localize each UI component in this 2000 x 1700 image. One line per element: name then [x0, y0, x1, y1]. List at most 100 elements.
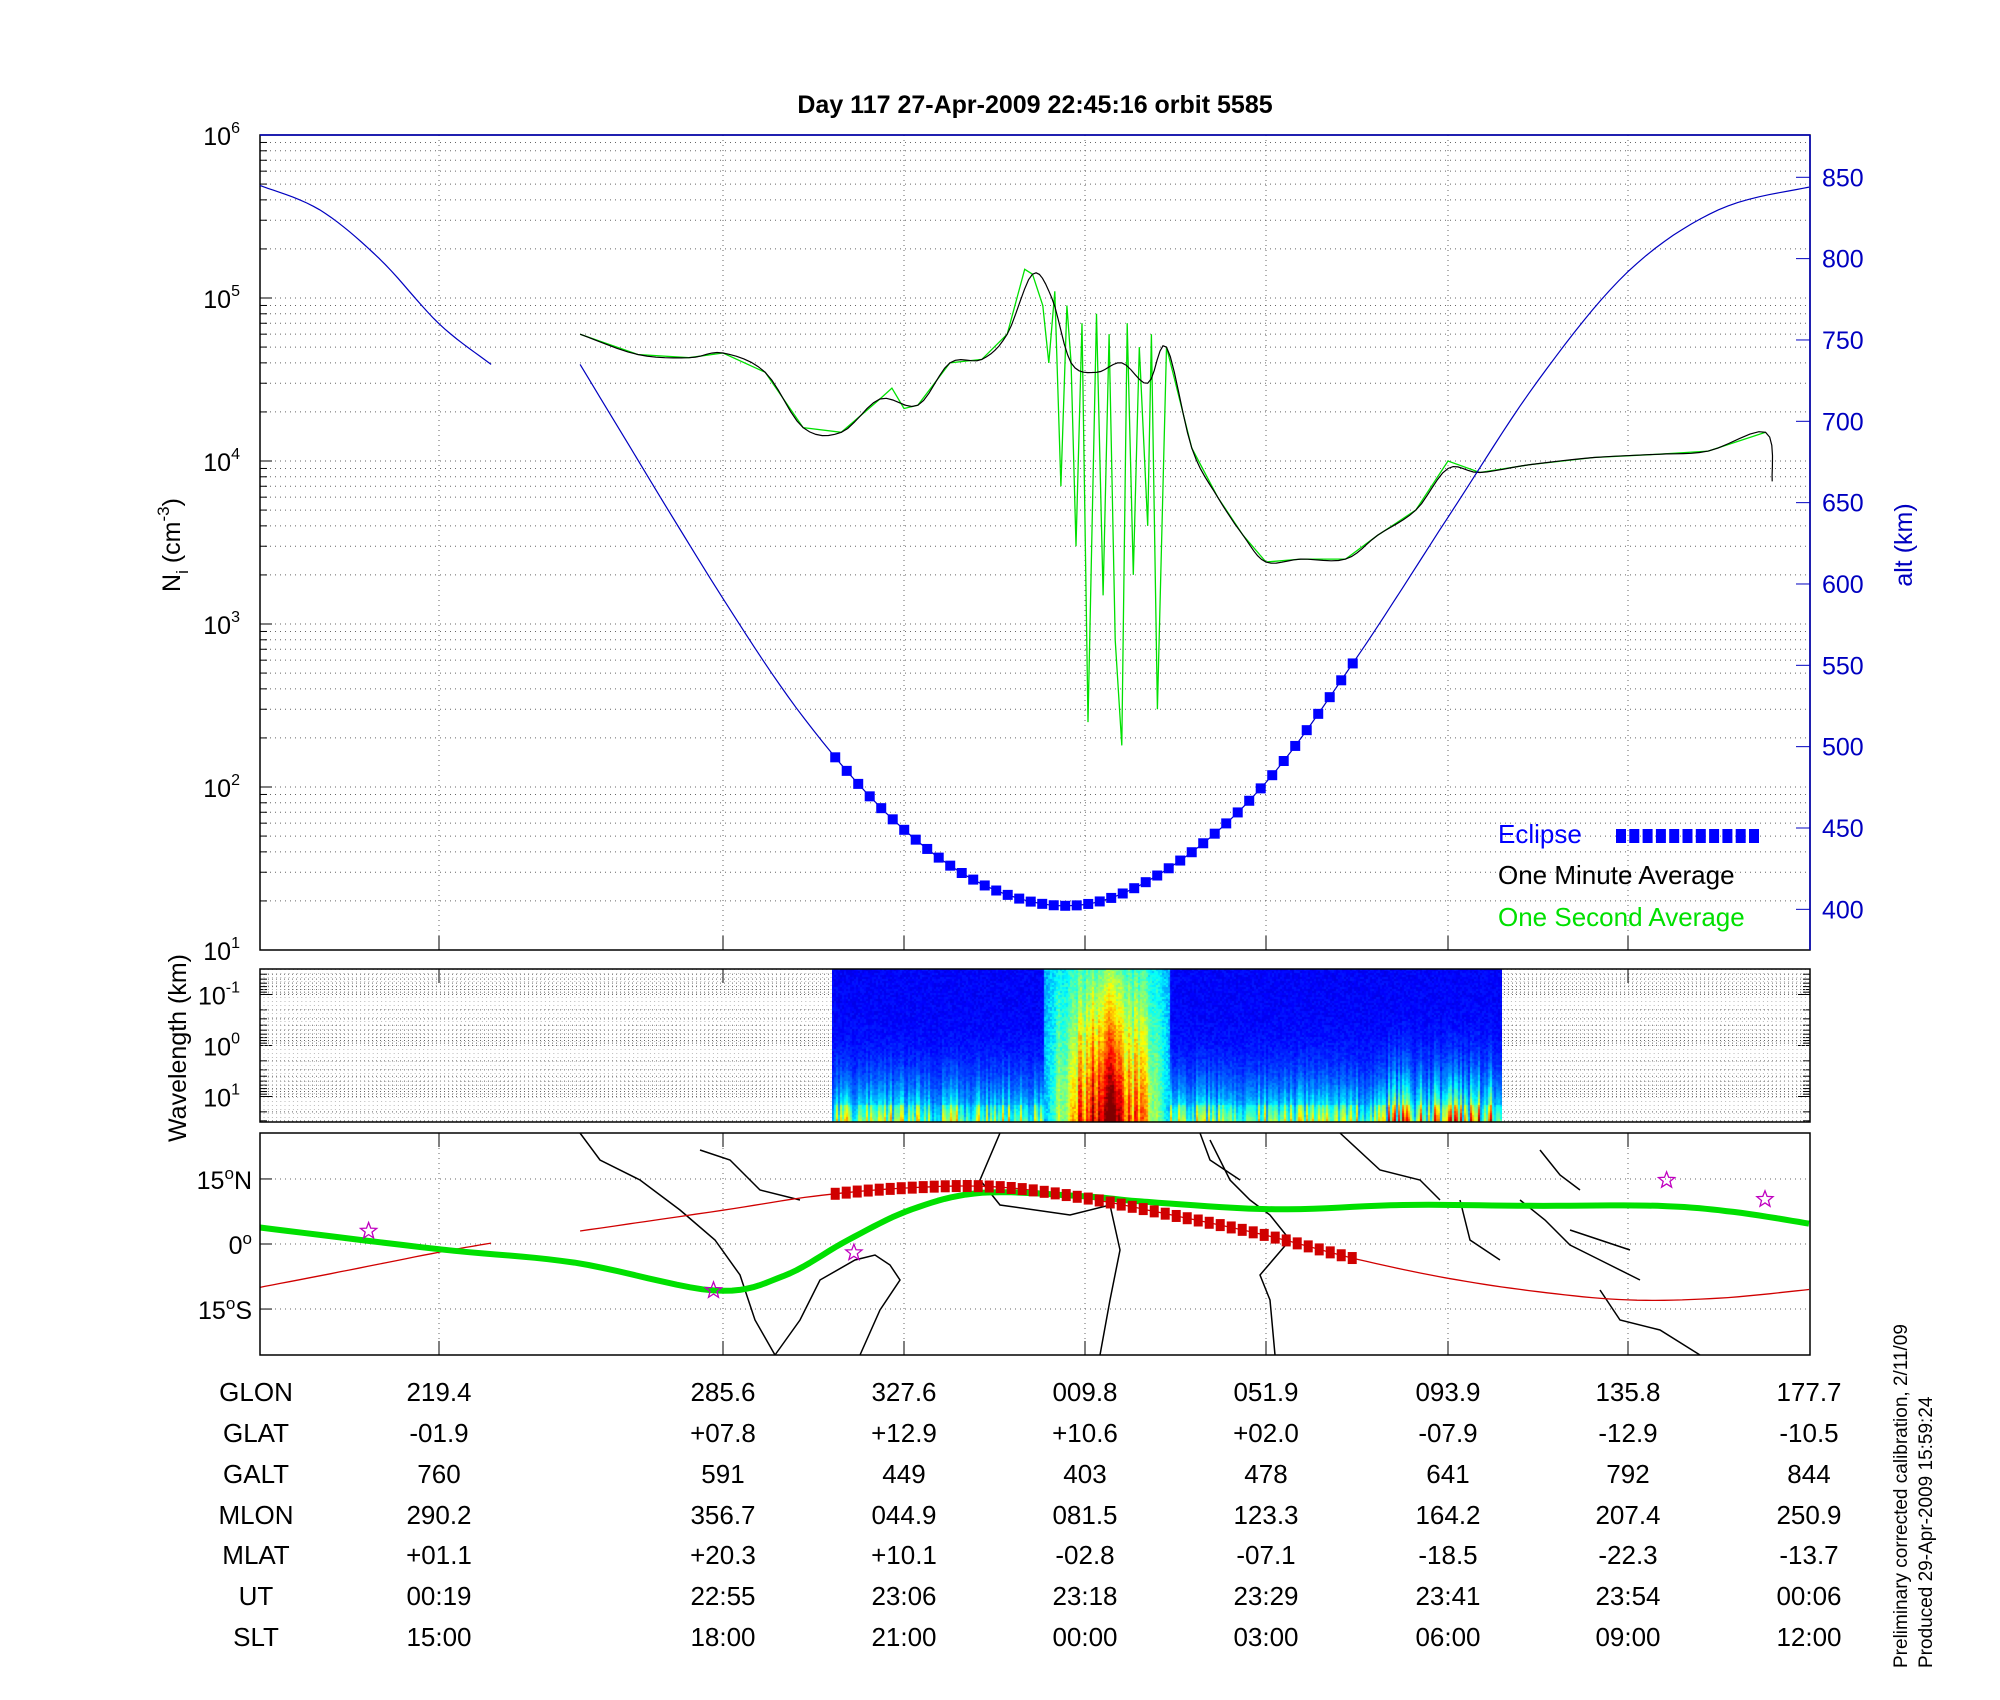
table-cell: 403 [1063, 1459, 1106, 1489]
table-cell: +01.1 [406, 1540, 472, 1570]
table-cell: 23:29 [1233, 1581, 1298, 1611]
table-cell: 00:06 [1776, 1581, 1841, 1611]
eclipse-marker [1094, 896, 1105, 907]
eclipse-track-marker [1215, 1219, 1225, 1232]
eclipse-track-marker [1116, 1198, 1126, 1211]
eclipse-marker [1255, 783, 1266, 794]
eclipse-track-marker [1149, 1205, 1159, 1218]
y2-tick-label: 700 [1822, 408, 1864, 436]
table-cell: 844 [1787, 1459, 1830, 1489]
eclipse-track-marker [1061, 1189, 1071, 1202]
eclipse-track-marker [1237, 1223, 1247, 1236]
table-cell: 327.6 [871, 1377, 936, 1407]
map-y-tick-label: 15oN [197, 1164, 252, 1195]
table-cell: 123.3 [1233, 1500, 1298, 1530]
eclipse-track-marker [1028, 1184, 1038, 1197]
table-cell: 081.5 [1052, 1500, 1117, 1530]
legend-eclipse-marker [1722, 829, 1733, 843]
table-cell: 051.9 [1233, 1377, 1298, 1407]
table-row: GLAT -01.9 +07.8 +12.9 +10.6 +02.0 -07.9 -12.9 -… [223, 1418, 1839, 1448]
eclipse-marker [899, 824, 910, 835]
coastlines [579, 1132, 1701, 1356]
table-cell: +10.6 [1052, 1418, 1118, 1448]
tick-base: 10 [203, 938, 231, 966]
degree-sign: o [224, 1164, 233, 1183]
eclipse-marker [887, 814, 898, 825]
eclipse-marker [1083, 898, 1094, 909]
eclipse-track-marker [940, 1180, 950, 1193]
y-tick-label: 102 [203, 772, 240, 803]
table-cell: 250.9 [1776, 1500, 1841, 1530]
eclipse-track-marker [1281, 1234, 1291, 1247]
table-cell: +02.0 [1233, 1418, 1299, 1448]
legend-eclipse-marker [1735, 829, 1746, 843]
table-cell: 792 [1606, 1459, 1649, 1489]
tick-base: 10 [203, 775, 231, 803]
altitude-line [259, 184, 492, 365]
y2-tick-label: 750 [1822, 327, 1864, 355]
eclipse-marker [979, 880, 990, 891]
table-cell: 00:00 [1052, 1622, 1117, 1652]
coastline [774, 1254, 901, 1356]
eclipse-marker [1175, 855, 1186, 866]
table-cell: -22.3 [1598, 1540, 1657, 1570]
eclipse-marker [1232, 807, 1243, 818]
table-cell: 009.8 [1052, 1377, 1117, 1407]
eclipse-marker [1060, 900, 1071, 911]
eclipse-markers [830, 658, 1358, 911]
table-cell: 12:00 [1776, 1622, 1841, 1652]
tick-exponent: 2 [231, 772, 240, 789]
star-icon [703, 1280, 724, 1299]
eclipse-marker [1163, 863, 1174, 874]
table-cell: -12.9 [1598, 1418, 1657, 1448]
eclipse-track-marker [918, 1181, 928, 1194]
eclipse-marker [922, 843, 933, 854]
eclipse-marker [968, 874, 979, 885]
table-cell: 23:54 [1595, 1581, 1660, 1611]
tick-exponent: 4 [231, 446, 240, 463]
y-tick-label: 106 [203, 120, 240, 151]
tick-exponent: 3 [231, 609, 240, 626]
eclipse-track-marker [1083, 1192, 1093, 1205]
lat-value: 15 [197, 1167, 225, 1195]
eclipse-marker [1278, 756, 1289, 767]
eclipse-track-marker [973, 1180, 983, 1193]
coastline [1339, 1132, 1441, 1201]
table-row: MLAT +01.1 +20.3 +10.1 -02.8 -07.1 -18.5 -22.3 -… [222, 1540, 1838, 1570]
eclipse-track-marker [885, 1182, 895, 1195]
eclipse-marker [1267, 770, 1278, 781]
legend-eclipse-marker [1695, 829, 1706, 843]
tick-base: 10 [203, 1034, 231, 1062]
eclipse-marker [1244, 795, 1255, 806]
eclipse-track-marker [962, 1180, 972, 1193]
tick-base: 10 [203, 612, 231, 640]
table-cell: 23:06 [871, 1581, 936, 1611]
eclipse-track-marker [1204, 1216, 1214, 1229]
tick-exponent: 5 [231, 283, 240, 300]
eclipse-marker [1290, 740, 1301, 751]
lat-hemisphere: S [235, 1297, 252, 1325]
eclipse-marker [1071, 900, 1082, 911]
table-cell: 18:00 [690, 1622, 755, 1652]
coastline [1569, 1229, 1631, 1251]
table-cell: 044.9 [871, 1500, 936, 1530]
eclipse-track-marker [1138, 1203, 1148, 1216]
y-tick-label: 103 [203, 609, 240, 640]
eclipse-track-marker [1336, 1249, 1346, 1262]
eclipse-marker [1014, 893, 1025, 904]
eclipse-marker [1152, 870, 1163, 881]
coastline [699, 1149, 801, 1201]
eclipse-track-marker [1325, 1246, 1335, 1259]
eclipse-track-marker [1193, 1214, 1203, 1227]
spectrogram-y-tick-label: 100 [203, 1031, 240, 1062]
ylabel-sup: -3 [154, 506, 173, 521]
eclipse-track-marker [830, 1187, 840, 1200]
legend-one-minute: One Minute Average [1498, 860, 1735, 890]
row-label: GLON [219, 1377, 293, 1407]
ylabel-sub: i [173, 570, 192, 574]
eclipse-track-marker [1314, 1243, 1324, 1256]
map-frame [259, 1132, 1811, 1356]
degree-sign: o [226, 1294, 235, 1313]
legend-eclipse-marker [1669, 829, 1680, 843]
eclipse-track-marker [1248, 1226, 1258, 1239]
